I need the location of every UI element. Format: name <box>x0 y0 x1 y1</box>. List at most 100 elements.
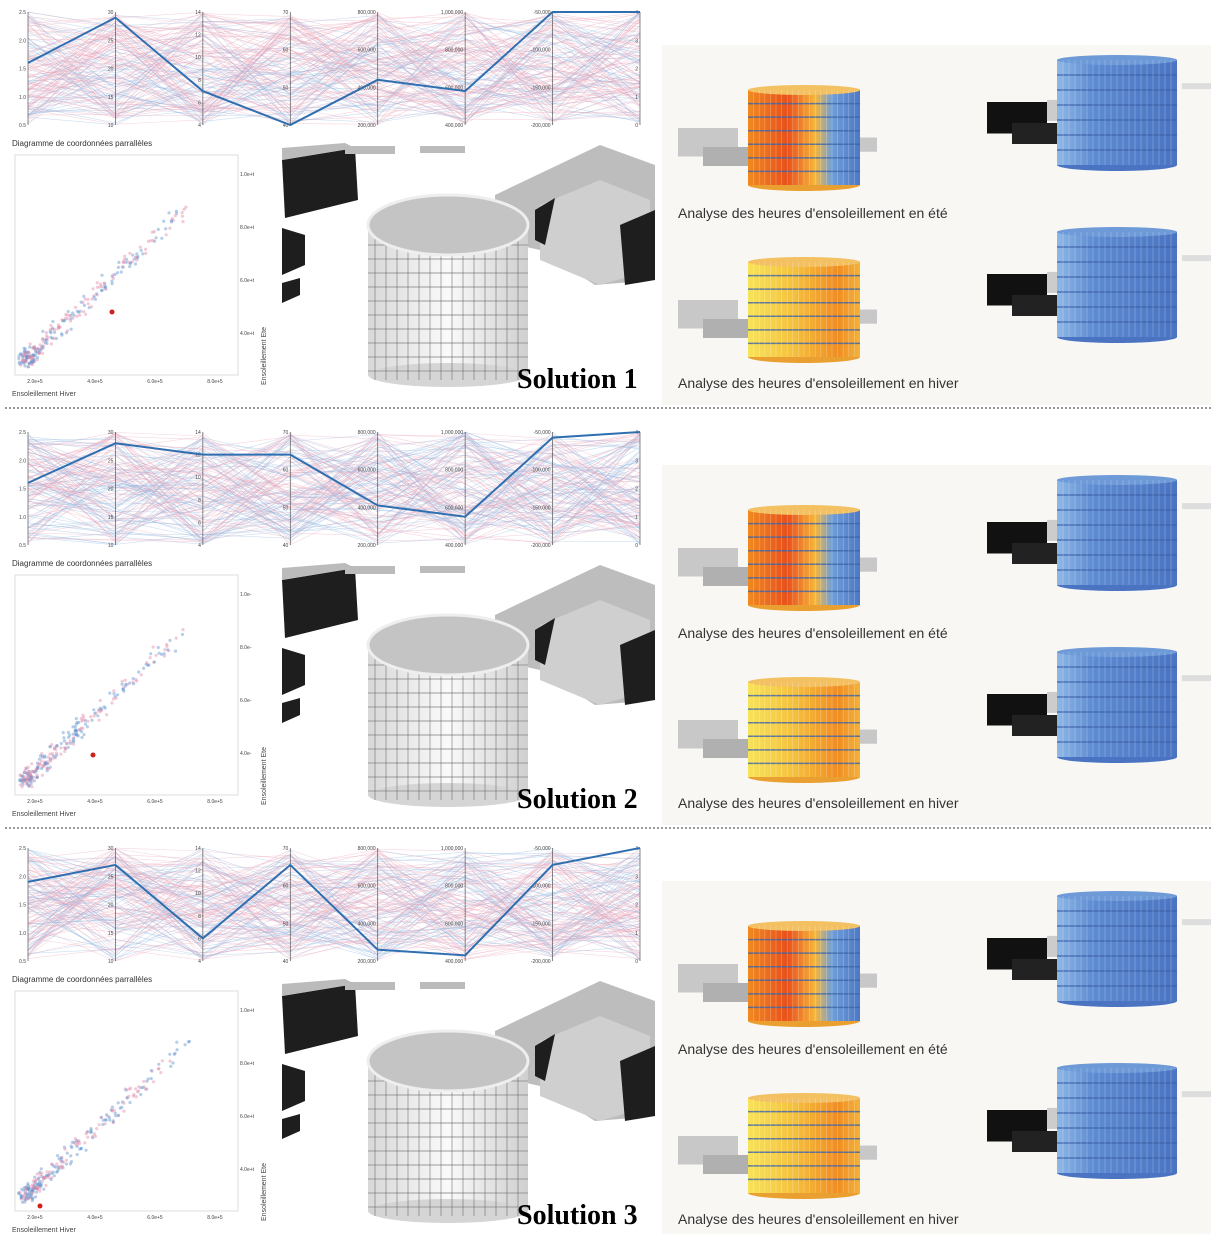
scatter-point <box>92 714 96 718</box>
scatter-point <box>65 741 70 745</box>
scatter-point <box>22 358 26 362</box>
scatter-point <box>50 1163 55 1167</box>
scatter-point <box>29 781 33 786</box>
scatter-point <box>160 1059 164 1063</box>
scatter-point <box>82 733 86 737</box>
scatter-point <box>121 686 125 690</box>
parallel-line <box>27 452 641 542</box>
parallel-tick-label: 0 <box>635 543 638 549</box>
scatter-point <box>25 1187 29 1191</box>
scatter-point <box>30 775 34 779</box>
scatter-point <box>35 1186 39 1190</box>
scatter-point <box>75 733 79 737</box>
parallel-tick-label: -100,000 <box>531 884 551 890</box>
scatter-point <box>174 636 178 640</box>
scatter-point <box>76 734 80 738</box>
scatter-point <box>83 297 87 301</box>
parallel-line <box>27 25 641 114</box>
parallel-tick-label: 600,000 <box>445 505 463 511</box>
context-building <box>855 729 877 744</box>
solution-panel: 0.51.01.52.02.51015202530468101214405060… <box>12 425 1211 825</box>
parallel-tick-label: 10 <box>108 543 114 549</box>
scatter-y-tick: 4.0e+t <box>240 331 255 337</box>
scatter-point <box>35 773 39 777</box>
scatter-point <box>59 1157 64 1162</box>
parallel-line <box>27 866 641 954</box>
scatter-point <box>29 779 33 783</box>
scatter-point <box>139 1086 143 1090</box>
scatter-point <box>182 207 186 211</box>
scatter-point <box>134 1087 138 1091</box>
scatter-point <box>78 728 82 732</box>
parallel-line <box>27 39 641 100</box>
heatmap-facade <box>748 262 860 357</box>
scatter-point <box>18 778 22 782</box>
parallel-line <box>27 25 641 117</box>
scatter-point <box>31 770 36 774</box>
context-building <box>1182 255 1211 262</box>
parallel-tick-label: 600,000 <box>358 884 376 890</box>
scatter-point <box>51 319 55 324</box>
scatter-point <box>27 783 31 788</box>
scatter-point <box>24 1185 28 1189</box>
parallel-line <box>27 445 641 511</box>
parallel-line <box>27 451 641 524</box>
scatter-point <box>125 1096 129 1100</box>
scatter-point <box>145 661 149 665</box>
parallel-line <box>27 433 641 519</box>
scatter-point <box>80 735 84 740</box>
scatter-y-tick: 1.0e+t <box>240 172 255 178</box>
scatter-point <box>172 1052 176 1056</box>
parallel-tick-label: 12 <box>195 869 201 875</box>
parallel-line <box>27 33 641 123</box>
scatter-point <box>20 774 24 779</box>
scatter-point <box>95 292 99 296</box>
scatter-point <box>164 233 168 237</box>
parallel-line <box>27 866 641 932</box>
scatter-point <box>27 769 31 774</box>
scatter-point <box>35 775 39 779</box>
parallel-line <box>27 853 641 925</box>
scatter-point <box>139 1092 143 1097</box>
scatter-point <box>20 359 24 363</box>
scatter-point <box>98 710 102 714</box>
scatter-point <box>73 1137 78 1141</box>
parallel-line <box>27 434 641 536</box>
parallel-line <box>27 854 641 960</box>
parallel-line <box>27 468 641 540</box>
parallel-line <box>27 35 641 118</box>
parallel-line <box>27 863 641 959</box>
scatter-point <box>35 1183 39 1187</box>
heatmap-top <box>748 257 860 267</box>
parallel-line <box>27 439 641 544</box>
parallel-line <box>27 15 641 69</box>
scatter-point <box>59 1159 63 1163</box>
scatter-point <box>26 355 31 359</box>
parallel-tick-label: 14 <box>195 846 201 852</box>
scatter-point <box>29 358 34 362</box>
scatter-point <box>40 756 45 760</box>
parallel-line <box>27 16 641 83</box>
scatter-y-tick: 8.0e+t <box>240 225 255 231</box>
scatter-point <box>75 1144 79 1149</box>
scatter-point <box>103 1118 107 1122</box>
scatter-point <box>65 313 69 317</box>
scatter-point <box>34 348 38 353</box>
scatter-point <box>139 673 143 677</box>
scatter-point <box>25 351 29 355</box>
scatter-point <box>45 1174 49 1178</box>
scatter-point <box>27 769 31 773</box>
scatter-x-label: Ensoleillement Hiver <box>12 1227 76 1234</box>
scatter-point <box>30 1183 35 1187</box>
parallel-tick-label: 14 <box>195 10 201 16</box>
parallel-line <box>27 472 641 513</box>
scatter-point <box>28 778 32 782</box>
scatter-point <box>104 285 108 289</box>
parallel-tick-label: 6 <box>198 100 201 106</box>
parallel-line <box>27 434 641 512</box>
scatter-point <box>31 1186 35 1190</box>
parallel-line <box>27 39 641 110</box>
scatter-point <box>27 1186 31 1190</box>
heatmap-facade <box>1057 1068 1177 1173</box>
heatmap-facade <box>1057 480 1177 585</box>
